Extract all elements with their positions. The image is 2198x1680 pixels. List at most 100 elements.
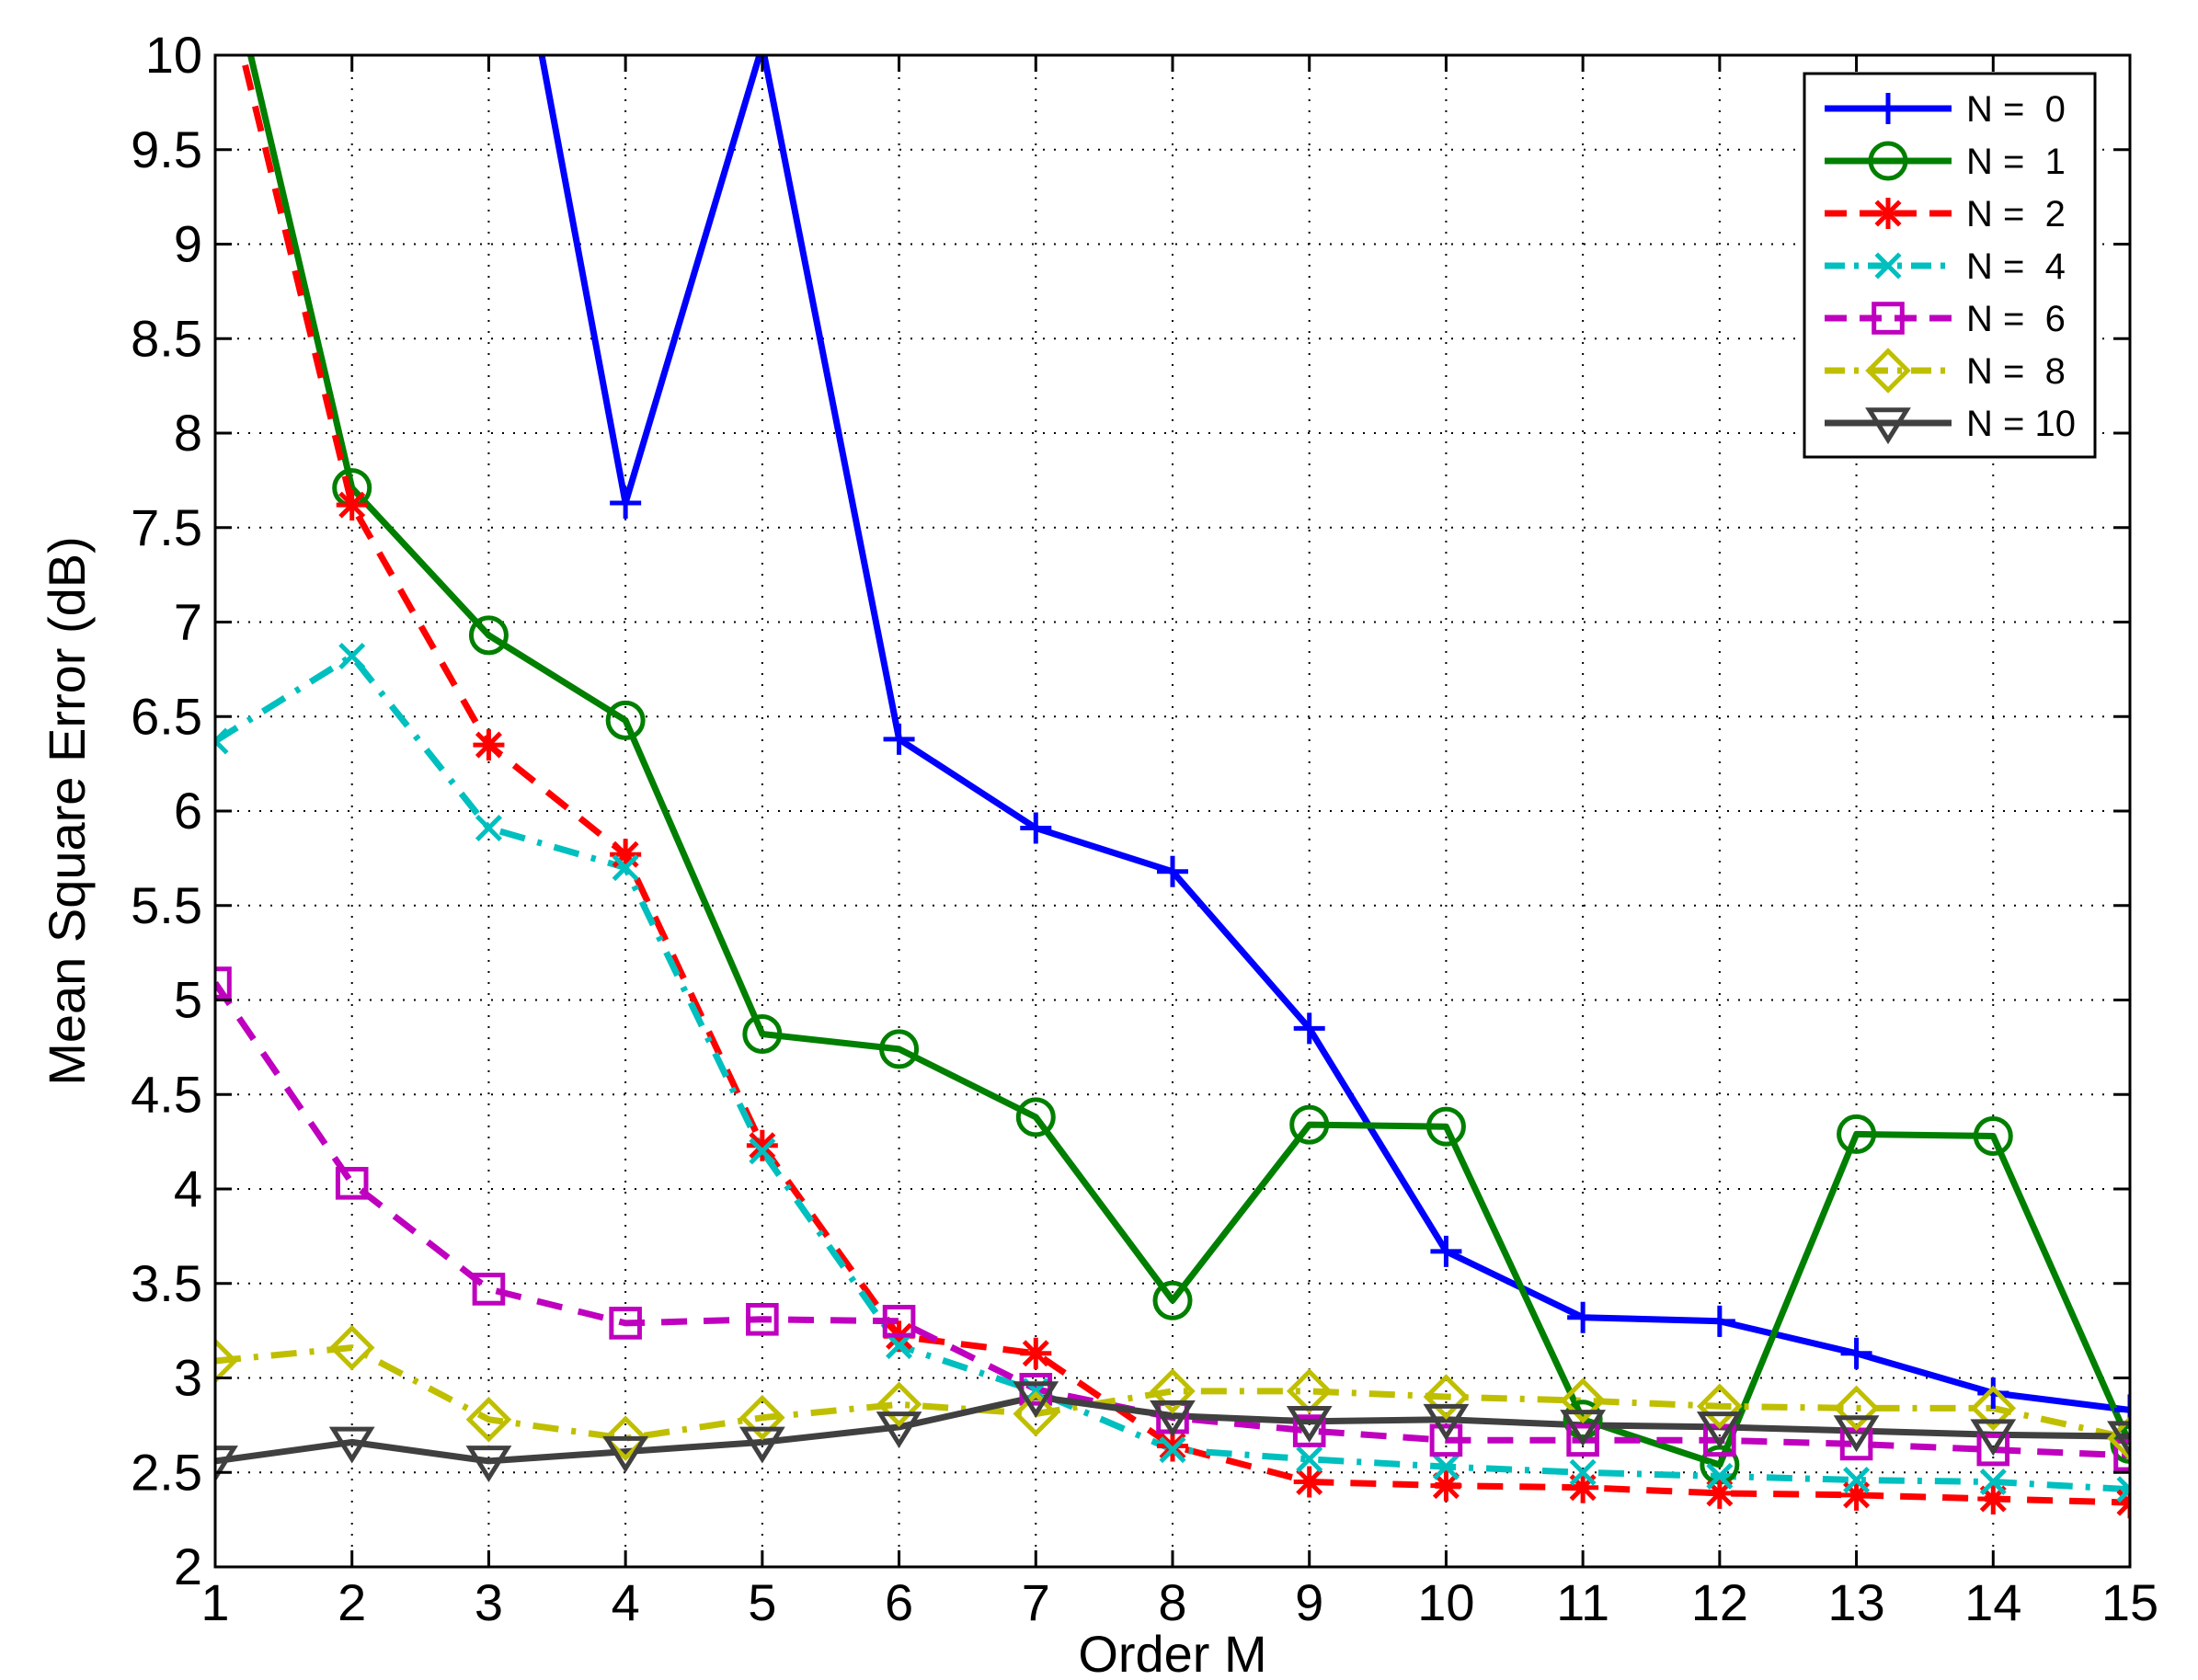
y-tick-label: 7 [174,593,202,651]
data-point [612,854,639,882]
series-points-0 [610,55,2130,1426]
data-point [876,1381,922,1428]
x-tick-label: 5 [748,1573,776,1631]
x-tick-label: 7 [1022,1573,1050,1631]
data-point [1286,1405,1333,1443]
x-tick-label: 10 [1417,1573,1474,1631]
data-point [1157,855,1188,887]
data-point [602,1415,648,1462]
legend-entry: N = 0 [1825,89,2066,130]
legend-entry: N = 4 [1825,246,2066,287]
y-tick-label: 2.5 [131,1443,202,1501]
data-point [1560,1377,1606,1423]
legend-label: N = 0 [1966,89,2066,130]
legend-box [1803,72,2097,459]
data-point [1703,1477,1735,1509]
legend-marker [1865,407,1911,445]
data-point [328,1426,375,1464]
data-point [215,1446,238,1482]
y-tick-label: 8 [174,404,202,462]
data-point [465,1396,512,1443]
legend-label: N = 1 [1966,142,2066,182]
data-point [605,700,646,740]
data-point [1152,1280,1193,1320]
data-point [1015,1097,1056,1137]
legend-marker [1872,93,1904,124]
y-tick-label: 4.5 [131,1065,202,1123]
x-tick-label: 6 [885,1573,913,1631]
series-line-5 [215,1344,2130,1442]
series-points-5 [215,1324,2130,1462]
y-tick-label: 3.5 [131,1254,202,1312]
x-tick-label: 9 [1295,1573,1323,1631]
data-point [749,1137,776,1165]
legend-label: N = 2 [1966,194,2066,234]
y-tick-label: 8.5 [131,309,202,367]
data-point [1563,1400,1603,1440]
data-point [1977,1483,2009,1515]
data-point [465,1446,512,1482]
data-point [215,1338,238,1384]
data-point [1977,1377,2009,1409]
data-point [1569,1458,1597,1486]
legend: N = 0 N = 1 N = 2 N = 4 N = 6 N = 8 N = 10 [1803,72,2097,459]
data-point [609,1307,642,1340]
y-tick-label: 2 [174,1537,202,1595]
data-point [1289,1104,1330,1145]
data-point [1979,1469,2007,1496]
data-point [1293,1466,1325,1498]
data-point [1020,1337,1052,1369]
data-point [879,1029,920,1069]
data-point [2110,1423,2130,1464]
x-tick-label: 14 [1964,1573,2021,1631]
x-tick-label: 4 [612,1573,640,1631]
data-point [1286,1368,1333,1414]
data-point [336,489,368,521]
data-point [1157,1430,1188,1462]
data-point [335,1167,369,1200]
y-tick-label: 6 [174,782,202,840]
x-axis-ticks: 1 2 3 4 5 6 7 8 9 10 11 12 13 14 15 [200,55,2158,1631]
data-point [1159,1436,1186,1464]
data-point [1970,1385,2017,1432]
data-point [1706,1462,1734,1490]
data-point [1840,1479,1872,1511]
data-point [1833,1385,1880,1432]
data-point [328,1324,375,1371]
data-point [1425,1106,1466,1147]
data-point [215,727,229,755]
data-point [1567,1301,1599,1333]
y-axis-ticks: 2 2.5 3 3.5 4 4.5 5 5.5 6 6.5 7 7.5 8 8.5 9 9.5 10 [131,26,2130,1595]
data-point [215,966,232,1000]
data-point [468,615,509,656]
data-point [1560,1410,1607,1446]
data-point [1696,1411,1743,1449]
data-point [1292,1414,1326,1447]
data-point [1843,1466,1871,1493]
data-point [1837,1114,1877,1154]
data-point [1150,1368,1196,1414]
legend-entry: N = 10 [1825,404,2076,445]
data-point [475,814,502,842]
y-tick-label: 3 [174,1349,202,1407]
data-point [472,1273,506,1306]
series-markers [215,55,2130,1519]
y-tick-label: 10 [145,26,202,84]
data-point [742,1013,783,1054]
x-tick-label: 8 [1158,1573,1186,1631]
data-point [473,729,505,761]
y-tick-label: 9.5 [131,120,202,178]
data-point [1973,1115,2013,1156]
data-point [1013,1390,1059,1437]
data-point [1703,1305,1735,1337]
x-tick-label: 12 [1691,1573,1748,1631]
data-point [739,1394,785,1441]
data-point [1423,1403,1470,1441]
data-point [1567,1471,1599,1503]
data-point [1566,1423,1599,1457]
series-points-6 [215,1381,2130,1482]
plot-area [215,55,2130,1519]
data-point [1430,1469,1462,1502]
data-point [738,1426,785,1464]
